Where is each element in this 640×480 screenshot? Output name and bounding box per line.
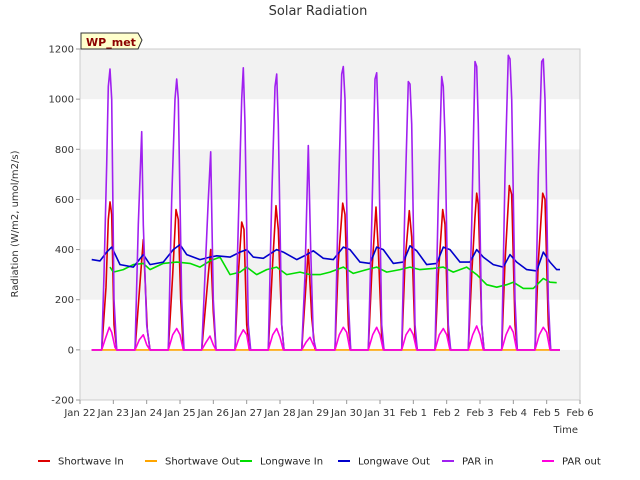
plot-area xyxy=(79,48,581,401)
y-axis-title: Radiation (W/m2, umol/m2/s) xyxy=(10,150,21,297)
x-tick-label: Jan 30 xyxy=(330,408,362,419)
legend-label-par-in: PAR in xyxy=(462,457,493,468)
y-tick-label: 600 xyxy=(55,195,74,206)
x-tick-label: Jan 24 xyxy=(130,408,162,419)
legend-label-longwave-in: Longwave In xyxy=(260,457,323,468)
y-tick-label: 0 xyxy=(68,345,74,356)
x-tick-label: Feb 2 xyxy=(433,408,460,419)
x-tick-label: Feb 4 xyxy=(500,408,527,419)
grid-band xyxy=(80,99,580,150)
grid-band xyxy=(80,299,580,350)
legend-label-par-out: PAR out xyxy=(562,457,601,468)
y-tick-label: 400 xyxy=(55,245,74,256)
grid-band xyxy=(80,49,580,100)
x-tick-label: Feb 3 xyxy=(466,408,493,419)
grid-band xyxy=(80,349,580,400)
x-tick-label: Jan 28 xyxy=(263,408,295,419)
x-tick-label: Feb 1 xyxy=(400,408,427,419)
x-tick-label: Jan 31 xyxy=(363,408,395,419)
series-line-longwave-out xyxy=(91,243,560,272)
x-tick-label: Jan 27 xyxy=(230,408,262,419)
x-tick-label: Jan 23 xyxy=(97,408,129,419)
x-axis-title: Time xyxy=(553,425,578,436)
chart-title: Solar Radiation xyxy=(269,4,368,19)
y-tick-label: -200 xyxy=(51,396,74,407)
legend: Shortwave In Shortwave Out Longwave In Long… xyxy=(38,457,601,468)
legend-label-longwave-out: Longwave Out xyxy=(358,457,430,468)
x-tick-label: Jan 26 xyxy=(197,408,229,419)
y-tick-label: 1200 xyxy=(49,45,74,56)
series-line-par-in xyxy=(91,54,560,351)
grid-band xyxy=(80,199,580,250)
y-tick-label: 800 xyxy=(55,145,74,156)
plot-frame xyxy=(79,48,581,401)
x-tick-label: Feb 5 xyxy=(533,408,560,419)
x-tick-label: Jan 29 xyxy=(297,408,329,419)
station-badge: WP_met xyxy=(80,32,143,50)
grid-band xyxy=(80,149,580,200)
grid-band xyxy=(80,249,580,300)
x-tick-label: Jan 22 xyxy=(63,408,95,419)
y-tick-label: 200 xyxy=(55,295,74,306)
station-badge-label: WP_met xyxy=(86,36,136,49)
y-tick-label: 1000 xyxy=(49,95,74,106)
legend-label-shortwave-in: Shortwave In xyxy=(58,457,124,468)
series-line-par-out xyxy=(91,325,560,351)
x-tick-label: Feb 6 xyxy=(566,408,593,419)
legend-label-shortwave-out: Shortwave Out xyxy=(165,457,240,468)
station-badge-shape xyxy=(80,32,143,50)
x-tick-label: Jan 25 xyxy=(163,408,195,419)
